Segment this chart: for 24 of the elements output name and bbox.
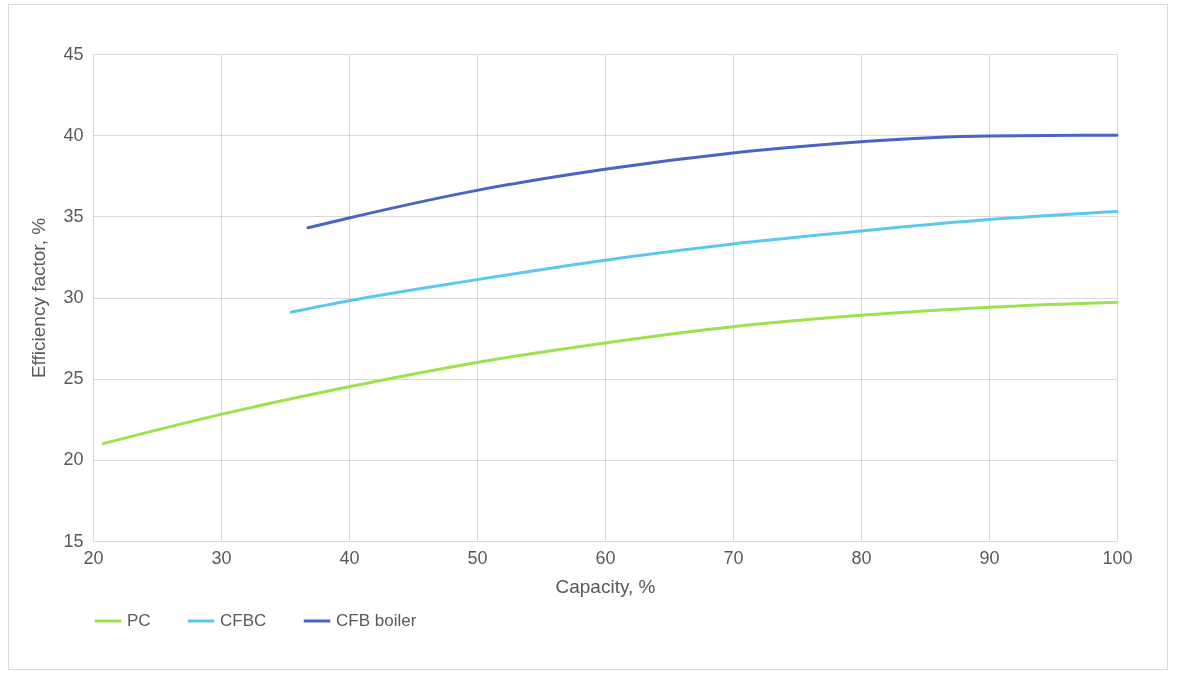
- x-tick-label: 90: [979, 547, 1000, 568]
- legend-label: CFBC: [220, 611, 267, 630]
- line-series: [289, 209, 1119, 314]
- legend-label: CFB boiler: [336, 611, 417, 630]
- y-axis-title: Efficiency factor, %: [28, 217, 50, 379]
- x-tick-label: 70: [723, 547, 744, 568]
- line-series: [101, 300, 1119, 446]
- line-series: [306, 133, 1119, 230]
- y-tick-label: 20: [63, 449, 84, 470]
- y-tick-label: 25: [63, 368, 84, 389]
- legend-label: PC: [127, 611, 151, 630]
- y-tick-label: 30: [63, 287, 84, 307]
- x-tick-label: 100: [1102, 547, 1133, 568]
- y-tick-label: 45: [63, 43, 84, 64]
- y-tick-label: 15: [63, 530, 84, 551]
- x-tick-label: 80: [851, 547, 872, 568]
- x-tick-label: 20: [83, 547, 104, 568]
- y-tick-label: 40: [63, 124, 84, 145]
- x-tick-label: 60: [595, 547, 616, 568]
- x-tick-label: 30: [211, 547, 232, 568]
- y-tick-label: 35: [63, 205, 84, 226]
- x-tick-label: 50: [467, 547, 488, 568]
- x-tick-label: 40: [339, 547, 360, 568]
- x-axis-title: Capacity, %: [555, 575, 656, 597]
